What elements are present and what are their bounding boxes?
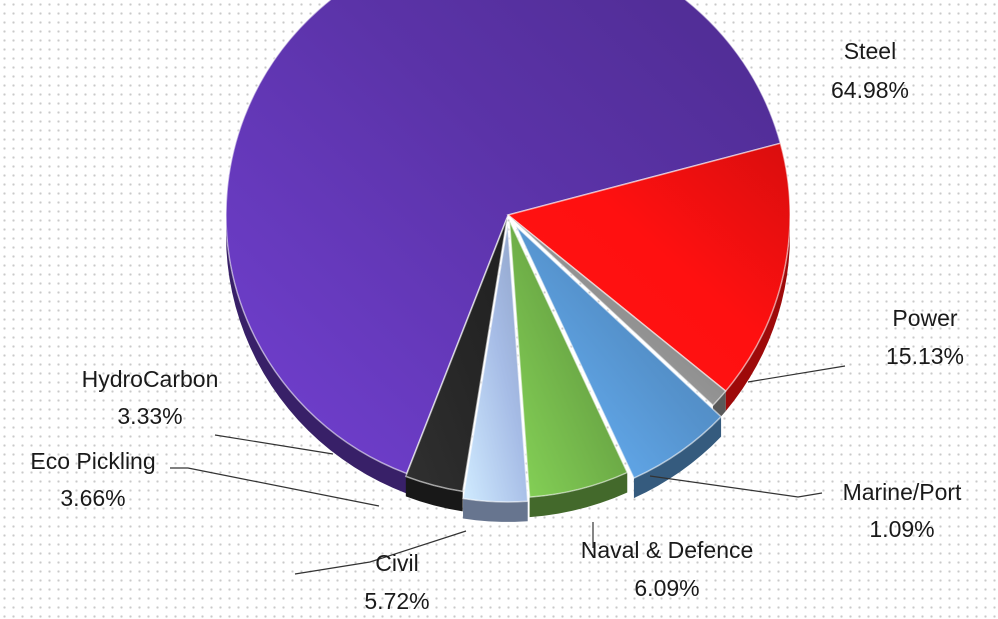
slice-value-steel: 64.98% xyxy=(831,77,909,103)
slice-hydrocarbon xyxy=(404,217,508,493)
slice-value-marine-port: 1.09% xyxy=(869,516,934,542)
slice-label-marine-port: Marine/Port xyxy=(843,479,962,505)
slice-side-eco-pickling xyxy=(463,498,528,522)
leader-line-marine-port xyxy=(649,475,823,498)
slice-label-civil: Civil xyxy=(375,550,418,576)
slice-naval-defence xyxy=(515,225,723,480)
slice-value-hydrocarbon: 3.33% xyxy=(117,403,182,429)
slice-label-power: Power xyxy=(892,305,958,331)
slice-side-power xyxy=(725,215,790,412)
slice-value-power: 15.13% xyxy=(886,343,964,369)
slice-label-hydrocarbon: HydroCarbon xyxy=(82,366,219,392)
slice-side-civil xyxy=(529,472,628,518)
slice-steel xyxy=(225,0,782,475)
leader-line-civil xyxy=(294,530,467,575)
slice-value-civil: 5.72% xyxy=(364,588,429,614)
slice-side-hydrocarbon xyxy=(405,476,463,512)
slice-label-steel: Steel xyxy=(844,38,896,64)
slice-value-naval-defence: 6.09% xyxy=(634,575,699,601)
slice-label-naval-defence: Naval & Defence xyxy=(581,537,754,563)
slice-label-eco-pickling: Eco Pickling xyxy=(30,448,155,474)
slice-power xyxy=(506,142,791,393)
leader-line-hydrocarbon xyxy=(214,434,334,455)
slice-value-eco-pickling: 3.66% xyxy=(60,485,125,511)
leader-line-eco-pickling xyxy=(170,467,380,507)
leader-line-power xyxy=(747,365,846,383)
slice-side-steel xyxy=(226,215,407,494)
slice-civil xyxy=(508,220,629,498)
slice-marine-port xyxy=(507,214,727,407)
slice-eco-pickling xyxy=(462,224,529,503)
